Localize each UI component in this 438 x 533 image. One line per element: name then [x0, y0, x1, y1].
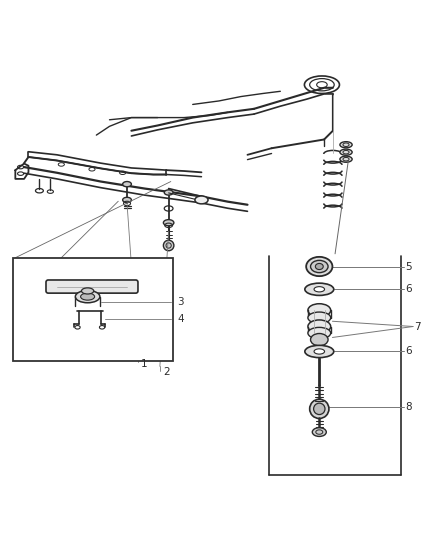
Ellipse shape [123, 197, 131, 203]
Ellipse shape [314, 349, 325, 354]
Ellipse shape [123, 182, 131, 187]
Ellipse shape [308, 312, 331, 324]
Ellipse shape [308, 320, 331, 333]
Ellipse shape [81, 293, 95, 300]
Ellipse shape [315, 263, 323, 270]
Text: 6: 6 [405, 284, 412, 294]
Text: 1: 1 [141, 359, 148, 369]
Text: 3: 3 [177, 297, 184, 307]
Ellipse shape [310, 399, 329, 418]
Text: 7: 7 [414, 321, 420, 332]
Ellipse shape [311, 334, 328, 346]
Text: 6: 6 [405, 346, 412, 357]
Text: 8: 8 [405, 402, 412, 411]
Ellipse shape [340, 142, 352, 148]
Ellipse shape [305, 283, 334, 295]
Ellipse shape [340, 156, 352, 162]
Ellipse shape [75, 290, 100, 303]
Ellipse shape [163, 240, 174, 251]
FancyBboxPatch shape [46, 280, 138, 293]
Ellipse shape [195, 196, 208, 204]
Ellipse shape [340, 149, 352, 155]
Text: 4: 4 [177, 313, 184, 324]
Ellipse shape [306, 257, 332, 276]
Ellipse shape [314, 403, 325, 415]
Ellipse shape [312, 427, 326, 437]
Ellipse shape [308, 304, 331, 317]
Text: 2: 2 [163, 367, 170, 377]
Ellipse shape [163, 220, 174, 226]
Ellipse shape [305, 345, 334, 358]
Ellipse shape [81, 288, 94, 294]
Ellipse shape [164, 190, 173, 195]
Ellipse shape [308, 327, 331, 339]
Bar [13, 258, 173, 361]
Ellipse shape [311, 260, 328, 273]
Ellipse shape [314, 287, 325, 292]
Text: 5: 5 [405, 262, 412, 271]
